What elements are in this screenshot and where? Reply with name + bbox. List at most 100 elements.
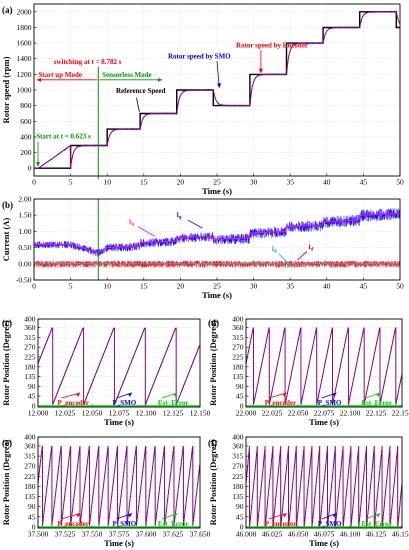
plot-frame <box>37 318 201 408</box>
iq-hat-pointer <box>137 226 155 237</box>
y-tick-label: 2.00 <box>18 195 31 204</box>
panel-e: 37.500 37.525 37.550 37.575 37.600 37.625 37.6… <box>1 433 211 549</box>
id-pointer <box>297 251 308 261</box>
x-tick-label: 5 <box>69 282 73 291</box>
x-tick-label: 12.100 <box>136 409 157 418</box>
x-axis-label: Time (s) <box>309 538 339 548</box>
x-tick-label: 10 <box>103 282 111 291</box>
x-tick-label: 40 <box>323 178 331 187</box>
y-tick-label: 90 <box>28 382 36 391</box>
y-tick-label: -0.50 <box>16 276 32 285</box>
series-arrowhead-2 <box>173 392 178 397</box>
y-tick-label: 1600 <box>17 39 32 48</box>
series-arrowhead-0 <box>76 392 81 397</box>
panel-label: (e) <box>2 438 12 448</box>
series-arrowhead-2 <box>376 513 381 518</box>
x-tick-label: 25 <box>213 178 221 187</box>
encoder-speed-line <box>34 11 401 169</box>
series-arrowhead-0 <box>282 513 287 518</box>
y-tick-label: 1800 <box>17 23 32 32</box>
x-tick-label: 46.100 <box>340 530 361 539</box>
id-hat-pointer <box>278 253 291 266</box>
y-tick-label: 400 <box>232 433 244 442</box>
x-tick-label: 22.100 <box>340 409 361 418</box>
x-tick-label: 37.550 <box>82 530 103 539</box>
y-tick-label: 90 <box>236 502 244 511</box>
smo-arrowhead <box>217 83 222 89</box>
x-tick-label: 46.050 <box>288 530 309 539</box>
x-tick-label: 37.575 <box>109 530 130 539</box>
series-arrowhead-1 <box>332 513 337 518</box>
y-tick-label: 135 <box>232 372 244 381</box>
id-hat-label: îd <box>271 245 277 255</box>
y-tick-label: 0 <box>32 401 36 410</box>
p-encoder-trace <box>37 445 201 525</box>
y-tick-label: 45 <box>28 512 36 521</box>
y-axis-label: Rotor Position (Degree) <box>1 440 11 526</box>
x-tick-label: 50 <box>396 282 404 291</box>
id-label: id <box>309 243 314 253</box>
x-tick-label: 22.125 <box>366 409 387 418</box>
y-tick-label: 180 <box>232 482 244 491</box>
series-arrowhead-0 <box>282 392 287 397</box>
plot-frame <box>37 436 201 529</box>
plot-frame <box>245 436 403 529</box>
y-tick-label: 270 <box>24 462 36 471</box>
startup-arrowhead <box>36 77 41 82</box>
y-axis-label: Current (A) <box>1 218 11 262</box>
iq-hat-label: îq <box>128 217 134 227</box>
reference-pointer <box>136 97 140 112</box>
plot-frame <box>33 3 401 177</box>
x-tick-label: 37.525 <box>55 530 76 539</box>
y-axis-label: Rotor Position (Degree) <box>208 440 218 526</box>
switching-annotation: switching at t = 8.782 s <box>54 58 122 66</box>
sensorless-mode-label: Sensorless Mode <box>102 71 152 79</box>
y-tick-label: 0 <box>240 522 244 531</box>
x-tick-label: 15 <box>140 282 148 291</box>
x-tick-label: 12.150 <box>190 409 211 418</box>
series-label-1: P_SMO <box>113 399 137 407</box>
y-tick-label: 400 <box>24 315 36 324</box>
x-tick-label: 35 <box>286 178 294 187</box>
x-tick-label: 37.600 <box>136 530 157 539</box>
y-tick-label: 360 <box>232 441 244 450</box>
y-tick-label: 225 <box>232 472 244 481</box>
x-axis-label: Time (s) <box>104 538 134 548</box>
y-axis-label: Rotor speed (rpm) <box>1 56 11 123</box>
x-tick-label: 46.075 <box>314 530 335 539</box>
y-tick-label: 135 <box>24 492 36 501</box>
y-tick-label: 315 <box>24 333 36 342</box>
smo-speed-label: Rotor speed by SMO <box>168 52 231 60</box>
y-tick-label: 360 <box>232 323 244 332</box>
y-tick-label: 400 <box>24 433 36 442</box>
panel-label: (f) <box>208 438 217 448</box>
y-tick-label: 315 <box>232 333 244 342</box>
y-tick-label: 1.00 <box>18 227 31 236</box>
reference-speed-label: Reference Speed <box>116 87 166 95</box>
x-axis-label: Time (s) <box>202 290 232 300</box>
series-arrowhead-0 <box>76 513 81 518</box>
x-tick-label: 46.000 <box>236 530 257 539</box>
y-tick-label: 0 <box>32 522 36 531</box>
x-tick-label: 46.125 <box>366 530 387 539</box>
series-label-2: Est_Error <box>361 520 392 528</box>
series-arrowhead-2 <box>376 392 381 397</box>
x-tick-label: 0 <box>32 282 36 291</box>
panel-label: (a) <box>2 5 13 15</box>
x-axis-label: Time (s) <box>104 417 134 427</box>
y-tick-label: 270 <box>232 343 244 352</box>
y-tick-label: 45 <box>28 392 36 401</box>
x-tick-label: 5 <box>69 178 73 187</box>
panel-label: (d) <box>208 318 219 328</box>
panel-label: (c) <box>2 318 12 328</box>
iq-hat-trace <box>33 212 400 253</box>
series-arrowhead-1 <box>127 392 132 397</box>
y-tick-label: 225 <box>24 353 36 362</box>
y-tick-label: 2000 <box>17 7 32 16</box>
y-tick-label: 90 <box>236 382 244 391</box>
y-tick-label: 0.00 <box>18 259 31 268</box>
y-tick-label: 135 <box>24 372 36 381</box>
panel-a: 0 5 10 15 20 25 30 35 40 45 50 0 200 400 600 800 1000 120… <box>1 3 404 196</box>
panel-label: (b) <box>2 200 13 210</box>
